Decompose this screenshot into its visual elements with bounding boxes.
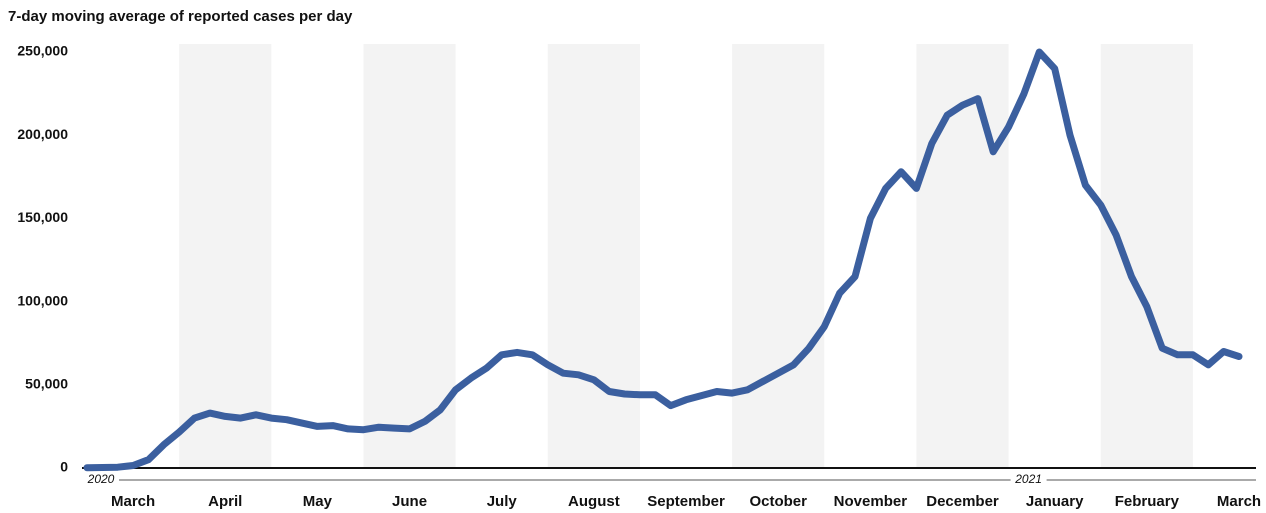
- x-tick-label: June: [392, 493, 427, 510]
- x-tick-label: May: [303, 493, 333, 510]
- x-tick-label: April: [208, 493, 242, 510]
- month-band: [363, 44, 456, 468]
- line-series: [83, 48, 1243, 472]
- x-tick-label: February: [1115, 493, 1180, 510]
- year-label: 2021: [1014, 472, 1042, 486]
- y-tick-label: 150,000: [17, 209, 68, 225]
- y-tick-label: 50,000: [25, 376, 68, 392]
- month-band: [547, 44, 640, 468]
- x-tick-label: August: [568, 493, 620, 510]
- month-bands: [179, 44, 1193, 468]
- x-tick-label: October: [749, 493, 807, 510]
- chart-title: 7-day moving average of reported cases p…: [8, 8, 353, 25]
- year-bg: [83, 472, 119, 488]
- month-band: [1100, 44, 1193, 468]
- y-tick-label: 200,000: [17, 126, 68, 142]
- year-label: 2020: [87, 472, 115, 486]
- x-tick-label: September: [647, 493, 725, 510]
- x-tick-label: March: [1217, 493, 1261, 510]
- month-band: [179, 44, 272, 468]
- x-tick-label: March: [111, 493, 155, 510]
- x-tick-label: December: [926, 493, 999, 510]
- x-tick-label: January: [1026, 493, 1084, 510]
- year-bg: [1010, 472, 1047, 488]
- y-tick-label: 0: [60, 459, 68, 475]
- y-tick-label: 100,000: [17, 292, 68, 308]
- x-tick-label: November: [834, 493, 908, 510]
- y-tick-label: 250,000: [17, 43, 68, 59]
- month-band: [732, 44, 825, 468]
- month-band: [916, 44, 1009, 468]
- x-tick-label: July: [487, 493, 518, 510]
